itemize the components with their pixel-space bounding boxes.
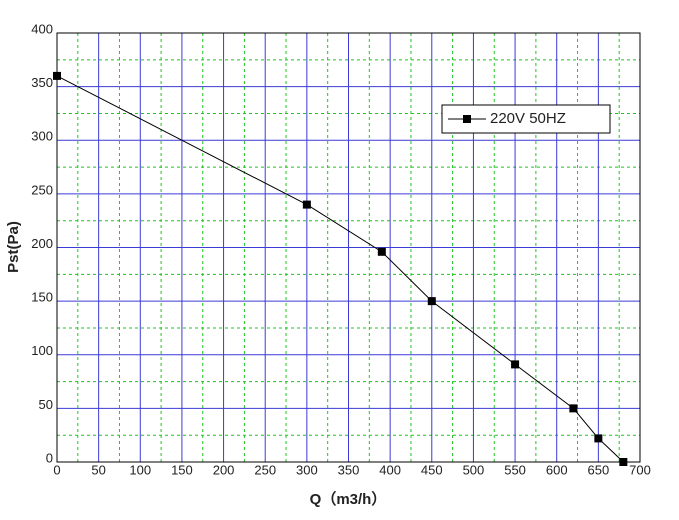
y-tick-label: 0 [46, 450, 53, 465]
y-tick-label: 100 [31, 343, 53, 358]
data-point [53, 71, 61, 80]
x-tick-label: 250 [254, 462, 276, 477]
y-tick-label: 150 [31, 290, 53, 305]
y-tick-label: 50 [39, 397, 53, 412]
y-tick-label: 250 [31, 182, 53, 197]
x-tick-label: 700 [629, 462, 651, 477]
data-point [427, 297, 436, 306]
x-tick-label: 150 [171, 462, 193, 477]
data-point [619, 458, 628, 466]
data-point [594, 434, 603, 443]
data-point [569, 404, 578, 413]
data-line [56, 75, 624, 463]
x-tick-label: 450 [421, 462, 443, 477]
x-tick-label: 550 [504, 462, 526, 477]
x-tick-label: 650 [588, 462, 610, 477]
x-tick-label: 50 [91, 462, 105, 477]
x-tick-label: 500 [463, 462, 485, 477]
x-tick-label: 350 [338, 462, 360, 477]
plot-border [56, 32, 641, 463]
y-axis-label: Pst(Pa) [5, 221, 22, 273]
data-point [377, 247, 386, 256]
y-tick-label: 400 [31, 21, 53, 36]
x-tick-label: 200 [213, 462, 235, 477]
x-tick-label: 300 [296, 462, 318, 477]
legend-text: 220V 50HZ [490, 110, 566, 127]
legend-marker [463, 115, 471, 123]
data-point [302, 200, 311, 209]
x-tick-label: 0 [53, 462, 60, 477]
y-tick-label: 200 [31, 236, 53, 251]
x-tick-label: 400 [379, 462, 401, 477]
x-tick-label: 100 [129, 462, 151, 477]
data-point [511, 360, 520, 369]
x-tick-label: 600 [546, 462, 568, 477]
y-tick-label: 350 [31, 75, 53, 90]
x-axis-label: Q（m3/h） [310, 490, 387, 508]
y-tick-label: 300 [31, 129, 53, 144]
